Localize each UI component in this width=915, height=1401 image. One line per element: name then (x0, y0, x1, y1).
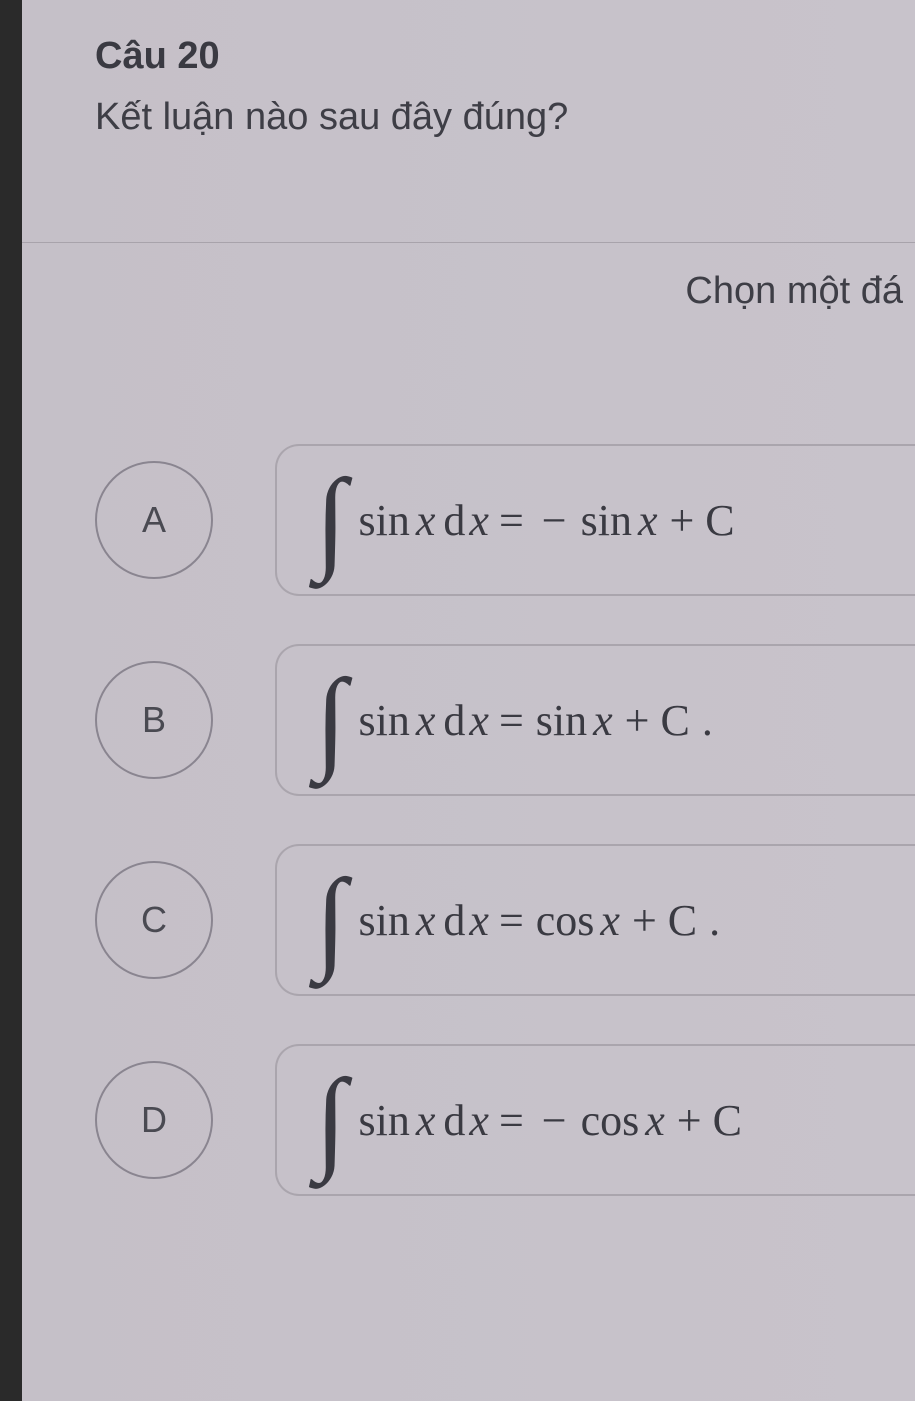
var-x: x (593, 695, 613, 746)
var-x: x (469, 895, 489, 946)
math-expression: ∫ sin x dx = cos x + C. (315, 874, 720, 966)
period: . (709, 895, 720, 946)
rhs-func: sin (581, 495, 632, 546)
option-content-d[interactable]: ∫ sin x dx = − cos x + C (275, 1044, 915, 1196)
diff-d: d (443, 495, 465, 546)
integral-icon: ∫ (315, 1074, 347, 1166)
var-x: x (469, 1095, 489, 1146)
option-row-d: D ∫ sin x dx = − cos x + C (95, 1044, 915, 1196)
var-x: x (600, 895, 620, 946)
sign: − (542, 1095, 567, 1146)
option-row-a: A ∫ sin x dx = − sin x + C (95, 444, 915, 596)
math-expression: ∫ sin x dx = − cos x + C (315, 1074, 754, 1166)
integral-icon: ∫ (315, 874, 347, 966)
option-letter-c[interactable]: C (95, 861, 213, 979)
option-letter-a[interactable]: A (95, 461, 213, 579)
math-expression: ∫ sin x dx = sin x + C. (315, 674, 713, 766)
lhs-func: sin (359, 1095, 410, 1146)
tail: + C (632, 895, 697, 946)
question-text: Kết luận nào sau đây đúng? (95, 96, 915, 139)
diff-d: d (443, 695, 465, 746)
lhs-func: sin (359, 695, 410, 746)
rhs-func: sin (536, 695, 587, 746)
diff-d: d (443, 1095, 465, 1146)
var-x: x (416, 1095, 436, 1146)
instruction-text: Chọn một đá (685, 270, 903, 313)
rhs-func: cos (536, 895, 595, 946)
tail: + C (625, 695, 690, 746)
lhs-func: sin (359, 495, 410, 546)
option-letter-d[interactable]: D (95, 1061, 213, 1179)
diff-d: d (443, 895, 465, 946)
divider (22, 242, 915, 243)
tail: + C (669, 495, 734, 546)
equals: = (499, 1095, 524, 1146)
option-row-b: B ∫ sin x dx = sin x + C. (95, 644, 915, 796)
options-container: A ∫ sin x dx = − sin x + C (95, 444, 915, 1196)
math-text: sin x dx = − sin x + C (355, 495, 747, 546)
equals: = (499, 895, 524, 946)
var-x: x (645, 1095, 665, 1146)
option-row-c: C ∫ sin x dx = cos x + C. (95, 844, 915, 996)
math-text: sin x dx = − cos x + C (355, 1095, 754, 1146)
lhs-func: sin (359, 895, 410, 946)
math-text: sin x dx = cos x + C. (355, 895, 721, 946)
integral-icon: ∫ (315, 674, 347, 766)
period: . (702, 695, 713, 746)
var-x: x (469, 495, 489, 546)
option-content-a[interactable]: ∫ sin x dx = − sin x + C (275, 444, 915, 596)
option-content-b[interactable]: ∫ sin x dx = sin x + C. (275, 644, 915, 796)
option-content-c[interactable]: ∫ sin x dx = cos x + C. (275, 844, 915, 996)
rhs-func: cos (581, 1095, 640, 1146)
var-x: x (416, 495, 436, 546)
var-x: x (416, 695, 436, 746)
integral-icon: ∫ (315, 474, 347, 566)
var-x: x (638, 495, 658, 546)
option-letter-b[interactable]: B (95, 661, 213, 779)
question-number: Câu 20 (95, 35, 915, 78)
equals: = (499, 495, 524, 546)
var-x: x (416, 895, 436, 946)
math-expression: ∫ sin x dx = − sin x + C (315, 474, 747, 566)
sign: − (542, 495, 567, 546)
tail: + C (677, 1095, 742, 1146)
math-text: sin x dx = sin x + C. (355, 695, 713, 746)
var-x: x (469, 695, 489, 746)
equals: = (499, 695, 524, 746)
